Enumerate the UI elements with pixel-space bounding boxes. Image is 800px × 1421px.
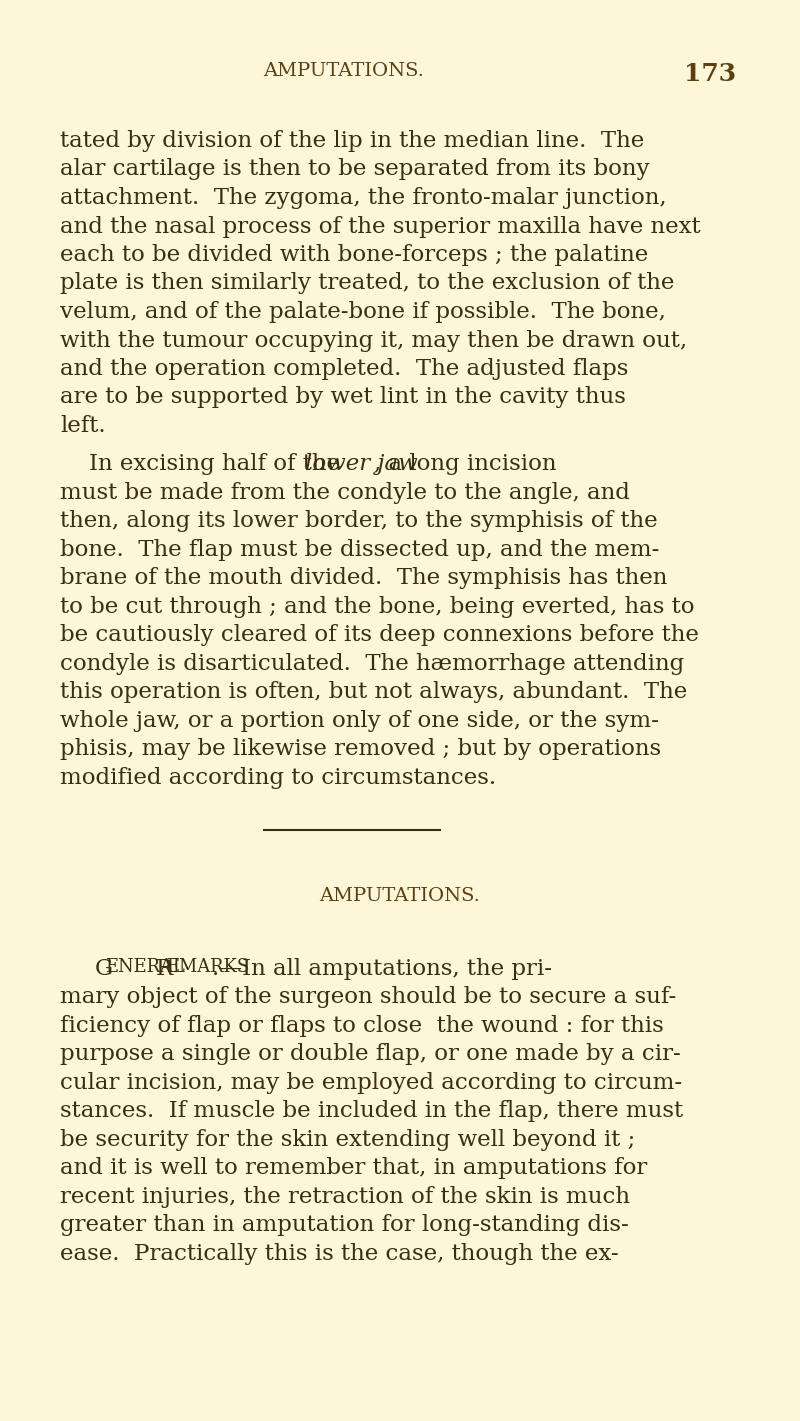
Text: lower jaw: lower jaw	[306, 453, 418, 476]
Text: and the operation completed.  The adjusted flaps: and the operation completed. The adjuste…	[60, 358, 628, 379]
Text: purpose a single or double flap, or one made by a cir-: purpose a single or double flap, or one …	[60, 1043, 681, 1066]
Text: velum, and of the palate-bone if possible.  The bone,: velum, and of the palate-bone if possibl…	[60, 301, 666, 323]
Text: 173: 173	[684, 63, 736, 87]
Text: tated by division of the lip in the median line.  The: tated by division of the lip in the medi…	[60, 129, 644, 152]
Text: greater than in amputation for long-standing dis-: greater than in amputation for long-stan…	[60, 1215, 629, 1236]
Text: plate is then similarly treated, to the exclusion of the: plate is then similarly treated, to the …	[60, 273, 674, 294]
Text: G: G	[95, 958, 113, 980]
Text: then, along its lower border, to the symphisis of the: then, along its lower border, to the sym…	[60, 510, 658, 533]
Text: phisis, may be likewise removed ; but by operations: phisis, may be likewise removed ; but by…	[60, 739, 661, 760]
Text: be cautiously cleared of its deep connexions before the: be cautiously cleared of its deep connex…	[60, 624, 699, 647]
Text: cular incision, may be employed according to circum-: cular incision, may be employed accordin…	[60, 1071, 682, 1094]
Text: AMPUTATIONS.: AMPUTATIONS.	[319, 887, 481, 905]
Text: this operation is often, but not always, abundant.  The: this operation is often, but not always,…	[60, 682, 687, 703]
Text: attachment.  The zygoma, the fronto-malar junction,: attachment. The zygoma, the fronto-malar…	[60, 188, 666, 209]
Text: bone.  The flap must be dissected up, and the mem-: bone. The flap must be dissected up, and…	[60, 539, 659, 561]
Text: R: R	[156, 958, 174, 980]
Text: left.: left.	[60, 415, 106, 438]
Text: brane of the mouth divided.  The symphisis has then: brane of the mouth divided. The symphisi…	[60, 567, 667, 590]
Text: each to be divided with bone-forceps ; the palatine: each to be divided with bone-forceps ; t…	[60, 244, 648, 266]
Text: stances.  If muscle be included in the flap, there must: stances. If muscle be included in the fl…	[60, 1100, 683, 1123]
Text: , a long incision: , a long incision	[374, 453, 556, 476]
Text: and it is well to remember that, in amputations for: and it is well to remember that, in ampu…	[60, 1158, 647, 1179]
Text: .—In all amputations, the pri-: .—In all amputations, the pri-	[212, 958, 552, 980]
Text: ficiency of flap or flaps to close  the wound : for this: ficiency of flap or flaps to close the w…	[60, 1015, 664, 1037]
Text: and the nasal process of the superior maxilla have next: and the nasal process of the superior ma…	[60, 216, 701, 237]
Text: to be cut through ; and the bone, being everted, has to: to be cut through ; and the bone, being …	[60, 595, 694, 618]
Text: AMPUTATIONS.: AMPUTATIONS.	[263, 63, 425, 80]
Text: must be made from the condyle to the angle, and: must be made from the condyle to the ang…	[60, 482, 630, 504]
Text: ease.  Practically this is the case, though the ex-: ease. Practically this is the case, thou…	[60, 1243, 618, 1265]
Text: be security for the skin extending well beyond it ;: be security for the skin extending well …	[60, 1128, 635, 1151]
Text: are to be supported by wet lint in the cavity thus: are to be supported by wet lint in the c…	[60, 387, 626, 408]
Text: recent injuries, the retraction of the skin is much: recent injuries, the retraction of the s…	[60, 1187, 630, 1208]
Text: mary object of the surgeon should be to secure a suf-: mary object of the surgeon should be to …	[60, 986, 676, 1009]
Text: whole jaw, or a portion only of one side, or the sym-: whole jaw, or a portion only of one side…	[60, 710, 659, 732]
Text: modified according to circumstances.: modified according to circumstances.	[60, 767, 496, 789]
Text: with the tumour occupying it, may then be drawn out,: with the tumour occupying it, may then b…	[60, 330, 687, 351]
Text: condyle is disarticulated.  The hæmorrhage attending: condyle is disarticulated. The hæmorrhag…	[60, 654, 684, 675]
Text: alar cartilage is then to be separated from its bony: alar cartilage is then to be separated f…	[60, 159, 650, 180]
Text: EMARKS: EMARKS	[166, 958, 249, 976]
Text: In excising half of the: In excising half of the	[60, 453, 347, 476]
Text: ENERAL: ENERAL	[105, 958, 185, 976]
